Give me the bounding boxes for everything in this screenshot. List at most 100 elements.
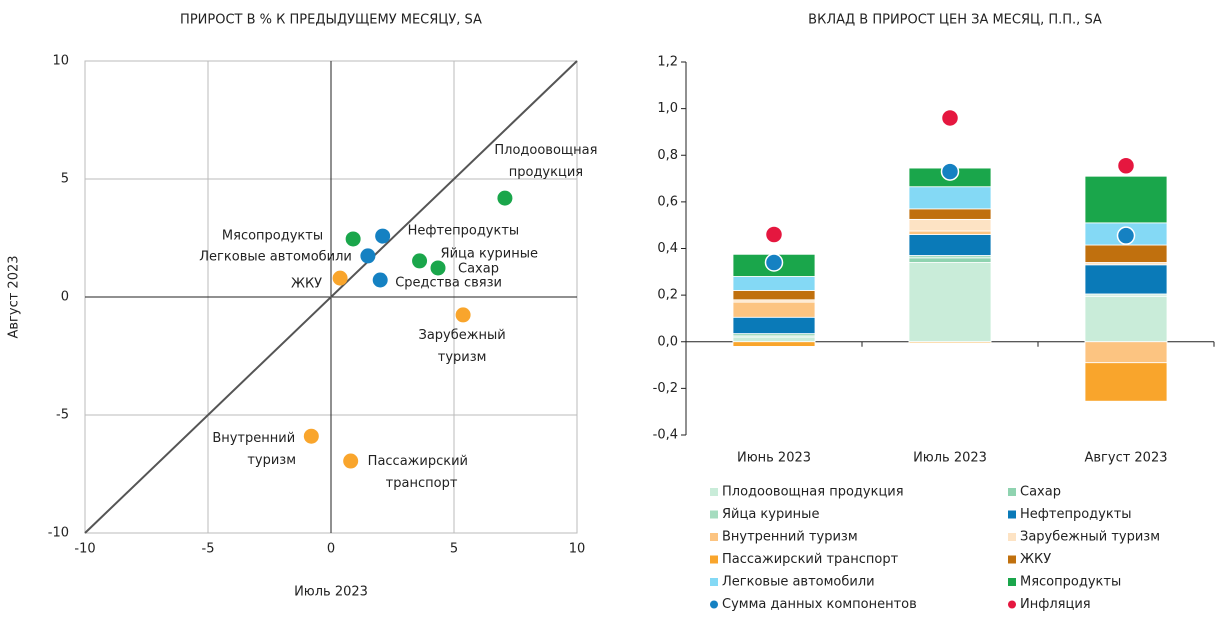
point-label: Легковые автомобили xyxy=(199,249,352,264)
legend-label: Яйца куриные xyxy=(722,507,819,522)
y-tick-label: 0,8 xyxy=(657,148,678,163)
bar-segment xyxy=(732,301,816,318)
y-tick-label: 1,2 xyxy=(657,55,678,70)
dot xyxy=(764,253,784,272)
legend-swatch xyxy=(710,510,718,519)
point xyxy=(345,231,361,247)
point xyxy=(360,248,376,264)
point xyxy=(303,428,319,444)
point-label: Средства связи xyxy=(395,276,502,291)
bar-segment xyxy=(908,218,992,232)
bar-segment xyxy=(908,208,992,220)
point-label: Мясопродукты xyxy=(222,228,323,243)
chart-title: ПРИРОСТ В % К ПРЕДЫДУЩЕМУ МЕСЯЦУ, SA xyxy=(180,13,482,28)
bar-segment xyxy=(1084,295,1168,343)
x-tick-label: Июнь 2023 xyxy=(737,451,811,466)
bar-segment xyxy=(732,341,816,347)
y-axis-title: Август 2023 xyxy=(7,255,22,338)
legend-label: Нефтепродукты xyxy=(1020,507,1132,522)
y-tick-label: -0,2 xyxy=(653,381,678,396)
y-tick-label: -10 xyxy=(48,526,69,541)
y-tick-label: 0,4 xyxy=(657,241,678,256)
legend-swatch xyxy=(710,555,718,564)
legend-swatch xyxy=(710,600,718,609)
y-tick-label: 0 xyxy=(61,290,69,305)
x-tick-label: 0 xyxy=(327,542,335,557)
bar-segment xyxy=(908,186,992,210)
point xyxy=(372,272,388,288)
legend-label: Плодоовощная продукция xyxy=(722,485,904,500)
dot xyxy=(1116,226,1136,245)
point-label: Внутренний туризм xyxy=(212,431,296,468)
bar-segment xyxy=(1084,244,1168,263)
point xyxy=(375,228,391,244)
point-label: Плодоовощная продукция xyxy=(494,143,597,180)
point xyxy=(455,307,471,323)
dot xyxy=(940,162,960,181)
legend-label: Легковые автомобили xyxy=(722,575,875,590)
dot xyxy=(1116,156,1136,175)
dot xyxy=(940,108,960,128)
bar-segment xyxy=(908,257,992,263)
y-tick-label: 0,0 xyxy=(657,334,678,349)
point xyxy=(332,270,348,286)
bar-segment xyxy=(732,290,816,301)
legend-label: Сумма данных компонентов xyxy=(722,597,917,612)
y-tick-label: 5 xyxy=(61,172,69,187)
y-tick-label: -5 xyxy=(56,408,69,423)
bar-segment xyxy=(1084,362,1168,402)
diagonal xyxy=(84,60,578,534)
bar-segment xyxy=(732,316,816,334)
chart-title: ВКЛАД В ПРИРОСТ ЦЕН ЗА МЕСЯЦ, П.П., SA xyxy=(808,13,1102,28)
legend-label: Инфляция xyxy=(1020,597,1091,612)
point-label: Нефтепродукты xyxy=(408,224,520,239)
point-label: Пассажирский транспорт xyxy=(368,454,468,491)
point-label: Яйца куриные xyxy=(441,246,538,261)
legend-label: ЖКУ xyxy=(1020,552,1051,567)
bar-segment xyxy=(908,341,992,344)
y-tick-label: 0,6 xyxy=(657,194,678,209)
bar-segment xyxy=(732,276,816,291)
bar-segment xyxy=(732,336,816,343)
y-tick-label: 0,2 xyxy=(657,288,678,303)
x-tick-label: 10 xyxy=(569,542,586,557)
legend-swatch xyxy=(1008,555,1016,564)
legend-swatch xyxy=(710,488,718,496)
point xyxy=(497,190,513,206)
y-tick-label: -0,4 xyxy=(653,428,678,443)
legend-swatch xyxy=(1008,510,1016,519)
bar-segment xyxy=(908,262,992,343)
y-tick-label: 1,0 xyxy=(657,101,678,116)
legend-swatch xyxy=(710,533,718,541)
dot xyxy=(764,225,784,244)
x-tick-label: Август 2023 xyxy=(1084,451,1167,466)
point-label: Зарубежный туризм xyxy=(419,327,506,364)
x-axis-title: Июль 2023 xyxy=(294,585,368,600)
bar-segment xyxy=(1084,341,1168,364)
y-tick-label: 10 xyxy=(52,54,69,69)
bar-segment xyxy=(1084,264,1168,295)
x-tick-label: -5 xyxy=(202,542,215,557)
bar-segment xyxy=(908,234,992,256)
x-tick-label: Июль 2023 xyxy=(913,451,987,466)
point-label: Сахар xyxy=(458,261,499,276)
legend-swatch xyxy=(1008,488,1016,496)
legend-label: Мясопродукты xyxy=(1020,575,1121,590)
point xyxy=(430,260,446,276)
legend-swatch xyxy=(710,578,718,586)
legend-swatch xyxy=(1008,578,1016,586)
legend-label: Внутренний туризм xyxy=(722,530,858,545)
x-tick-label: -10 xyxy=(74,542,95,557)
legend-swatch xyxy=(1008,600,1016,609)
legend-label: Сахар xyxy=(1020,485,1061,500)
legend-swatch xyxy=(1008,533,1016,541)
point-label: ЖКУ xyxy=(291,277,322,292)
point xyxy=(412,253,428,269)
bar-segment xyxy=(1084,175,1168,224)
x-tick-label: 5 xyxy=(450,542,458,557)
legend-label: Пассажирский транспорт xyxy=(722,552,899,567)
point xyxy=(343,453,359,469)
bar-segment xyxy=(908,230,992,235)
legend-label: Зарубежный туризм xyxy=(1020,530,1160,545)
